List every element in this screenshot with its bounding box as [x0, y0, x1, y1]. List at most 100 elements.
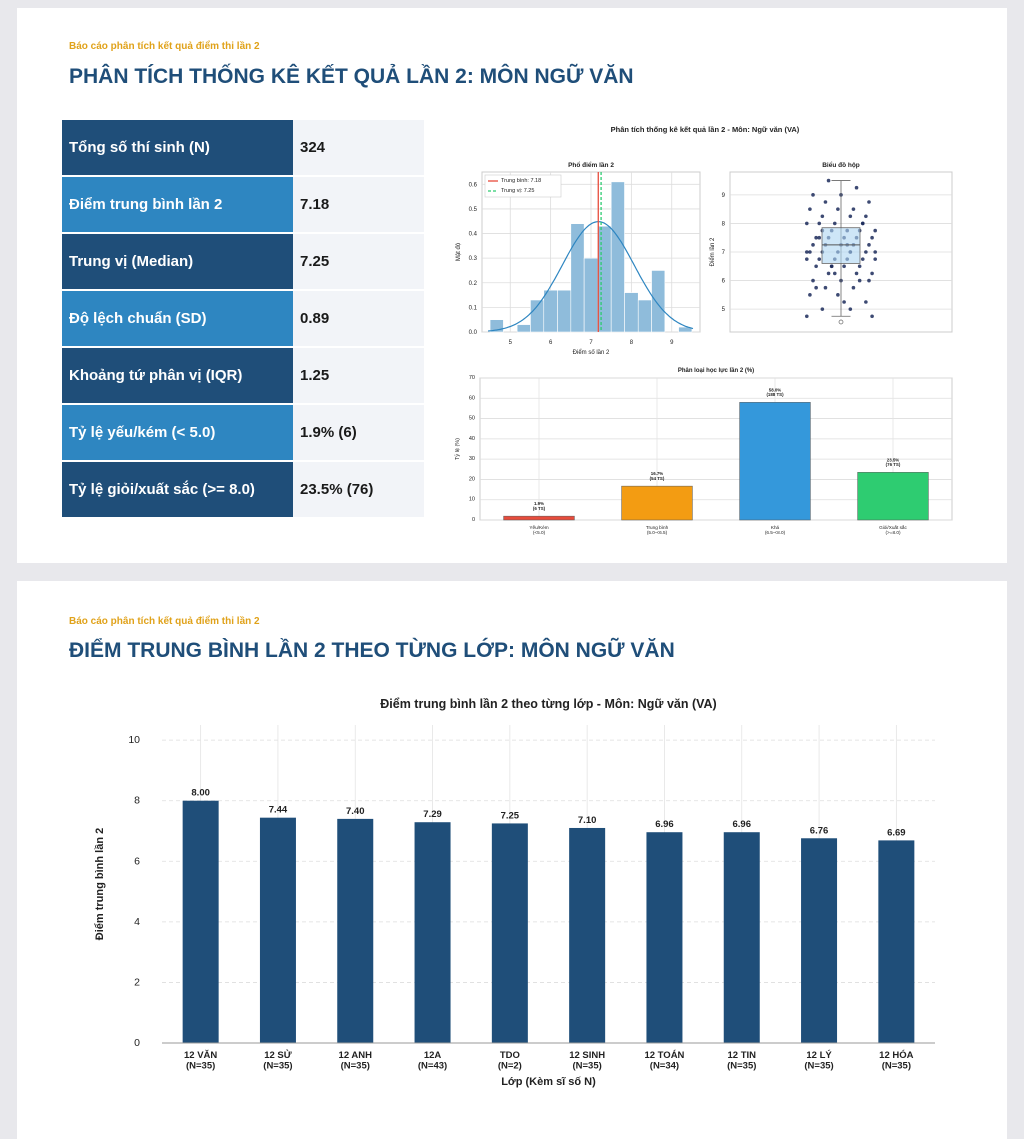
slide-1: Báo cáo phân tích kết quả điểm thi lần 2…	[17, 8, 1007, 563]
bar	[182, 800, 219, 1043]
value-label: 7.44	[269, 804, 288, 815]
strip-point	[873, 228, 877, 233]
strip-point	[873, 257, 877, 261]
value-label: 8.00	[191, 787, 210, 798]
stat-value: 0.89	[293, 291, 424, 346]
x-tick-label: 12 VĂN (N=35)	[184, 1050, 217, 1071]
x-tick-label: 8	[630, 340, 634, 346]
y-tick-label: 6	[134, 855, 140, 867]
y-tick-label: 40	[469, 436, 475, 442]
legend-label: Trung bình: 7.18	[501, 178, 541, 184]
strip-point	[814, 285, 818, 290]
strip-point	[814, 264, 818, 269]
stat-value: 324	[293, 120, 424, 175]
hist-bar	[597, 225, 612, 333]
hist-bar	[530, 299, 545, 333]
y-tick-label: 8	[134, 794, 140, 806]
strip-point	[860, 221, 865, 226]
strip-point	[808, 293, 812, 297]
value-label: 7.25	[501, 810, 520, 821]
x-tick-label: Giỏi/Xuất sắc (>=8.0)	[879, 524, 907, 535]
slide-title: PHÂN TÍCH THỐNG KÊ KẾT QUẢ LẦN 2: MÔN NG…	[69, 65, 634, 88]
hist-bar	[570, 223, 585, 333]
strip-point	[864, 250, 868, 254]
strip-point	[854, 271, 859, 276]
strip-point	[860, 257, 865, 261]
strip-point	[808, 207, 812, 211]
legend-label: Trung vị: 7.25	[501, 188, 534, 194]
hist-bar	[583, 257, 599, 333]
x-tick-label: Khá (6.5-<8.0)	[765, 525, 786, 535]
strip-point	[867, 200, 871, 204]
strip-point	[857, 264, 862, 269]
hist-bar	[557, 289, 572, 333]
value-label: 7.40	[346, 805, 365, 816]
y-axis-label: Điểm lần 2	[709, 237, 716, 266]
bar	[646, 832, 683, 1043]
strip-point	[823, 200, 828, 204]
strip-point	[836, 207, 840, 211]
x-tick-label: 12 SINH (N=35)	[569, 1050, 605, 1071]
stat-label: Tổng số thí sinh (N)	[62, 120, 293, 175]
y-tick-label: 6	[722, 278, 726, 284]
value-label: 6.69	[887, 827, 906, 838]
value-label: 6.96	[733, 819, 752, 830]
strip-point	[820, 307, 825, 311]
value-label: 6.96	[655, 819, 674, 830]
y-tick-label: 9	[722, 192, 726, 198]
y-tick-label: 10	[128, 734, 140, 746]
y-axis-label: Tỷ lệ (%)	[454, 438, 461, 460]
y-tick-label: 50	[469, 416, 475, 422]
hist-bar	[624, 292, 639, 333]
strip-point	[832, 221, 837, 226]
value-label: 16.7% (54 TS)	[650, 471, 665, 481]
y-tick-label: 0.6	[469, 182, 478, 188]
strip-point	[851, 207, 856, 211]
value-label: 6.76	[810, 825, 829, 836]
y-tick-label: 4	[134, 916, 140, 928]
value-label: 1.9% (6 TS)	[533, 501, 546, 511]
value-label: 58.0% (188 TS)	[766, 387, 784, 397]
stat-value: 23.5% (76)	[293, 462, 424, 517]
strip-point	[817, 221, 822, 226]
strip-point	[873, 250, 877, 254]
bar	[569, 827, 606, 1043]
box	[821, 227, 861, 264]
strip-point	[811, 278, 815, 283]
kde-curve	[488, 221, 694, 332]
x-tick-label: 12 HÓA (N=35)	[879, 1049, 913, 1071]
stat-label: Khoảng tứ phân vị (IQR)	[62, 348, 293, 403]
table-row: Tổng số thí sinh (N) 324	[62, 120, 424, 175]
bar	[503, 515, 575, 521]
strip-point	[817, 235, 822, 240]
strip-point	[857, 278, 862, 283]
y-tick-label: 70	[469, 375, 475, 381]
x-tick-label: Trung bình (5.0-<6.5)	[646, 525, 669, 535]
y-tick-label: 20	[469, 477, 475, 483]
x-tick-label: 12 TIN (N=35)	[727, 1050, 756, 1071]
y-tick-label: 60	[469, 396, 475, 402]
strip-point	[848, 307, 853, 311]
value-label: 7.29	[423, 809, 442, 820]
hist-bar	[637, 299, 652, 333]
x-tick-label: 12 TOÁN (N=34)	[644, 1050, 684, 1071]
strip-point	[814, 235, 818, 240]
strip-point	[867, 243, 871, 247]
x-axis-label: Điểm số lần 2	[573, 349, 610, 356]
outlier	[838, 319, 844, 325]
table-row: Tỷ lệ giỏi/xuất sắc (>= 8.0) 23.5% (76)	[62, 462, 424, 517]
strip-point	[811, 243, 815, 247]
strip-point	[823, 285, 828, 290]
strip-point	[832, 271, 837, 276]
y-tick-label: 2	[134, 976, 140, 988]
strip-point	[848, 214, 853, 219]
strip-point	[864, 214, 868, 219]
y-tick-label: 0.4	[469, 231, 478, 237]
x-tick-label: 12A (N=43)	[418, 1050, 447, 1071]
strip-point	[805, 250, 809, 254]
x-tick-label: TDO (N=2)	[498, 1050, 522, 1071]
chart-title: Điểm trung bình lần 2 theo từng lớp - Mô…	[380, 697, 716, 711]
stat-label: Trung vị (Median)	[62, 234, 293, 289]
table-row: Tỷ lệ yếu/kém (< 5.0) 1.9% (6)	[62, 405, 424, 460]
x-tick-label: 12 LÝ (N=35)	[804, 1049, 833, 1071]
